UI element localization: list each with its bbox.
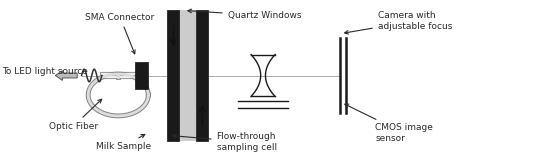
Text: Optic Fiber: Optic Fiber (49, 99, 101, 131)
Text: Quartz Windows: Quartz Windows (188, 9, 301, 20)
Bar (179, 10, 196, 141)
Bar (135, 62, 149, 89)
Text: CMOS image
sensor: CMOS image sensor (345, 104, 433, 143)
Text: Flow-through
sampling cell: Flow-through sampling cell (173, 132, 277, 152)
Bar (167, 10, 179, 141)
Text: Milk Sample: Milk Sample (96, 134, 151, 151)
Text: SMA Connector: SMA Connector (85, 13, 155, 54)
Text: To LED light source: To LED light source (2, 66, 88, 76)
Text: Camera with
adjustable focus: Camera with adjustable focus (345, 11, 452, 34)
Bar (196, 10, 208, 141)
